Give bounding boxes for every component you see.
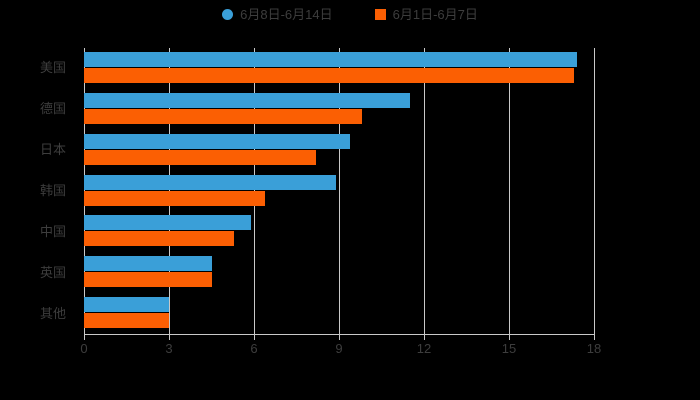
- y-axis-label-6: 其他: [39, 305, 66, 321]
- y-axis-label-2: 日本: [39, 142, 66, 158]
- y-axis-category-labels: 美国德国日本韩国中国英国其他: [0, 48, 76, 334]
- bar-2-1[interactable]: [84, 149, 317, 165]
- legend-item-0[interactable]: 6月8日-6月14日: [222, 7, 333, 22]
- bar-group-6: [84, 293, 594, 334]
- x-axis-label-1: 3: [165, 341, 173, 356]
- bar-5-0[interactable]: [84, 256, 212, 272]
- x-axis-label-6: 18: [586, 341, 602, 356]
- x-axis-line: [84, 334, 595, 335]
- x-axis-ticks: 0 3 6 9 12 15 18: [0, 335, 700, 357]
- bar-0-0[interactable]: [84, 52, 577, 67]
- y-axis-label-0: 美国: [39, 60, 66, 76]
- bar-group-1: [84, 89, 594, 130]
- bar-3-0[interactable]: [84, 174, 337, 190]
- bar-group-2: [84, 130, 594, 171]
- x-tick-15: [509, 335, 510, 340]
- x-tick-12: [424, 335, 425, 340]
- x-tick-9: [339, 335, 340, 340]
- bar-5-1[interactable]: [84, 272, 212, 288]
- bar-1-0[interactable]: [84, 92, 410, 108]
- circle-marker: [222, 9, 234, 20]
- y-axis-label-1: 德国: [39, 101, 66, 117]
- plot-area: [84, 48, 595, 334]
- x-tick-3: [169, 335, 170, 340]
- chart-legend: 6月8日-6月14日 6月1日-6月7日: [0, 8, 700, 21]
- x-axis-label-3: 9: [335, 341, 343, 356]
- bar-group-5: [84, 252, 594, 293]
- x-tick-0: [84, 335, 85, 340]
- x-axis-label-4: 12: [416, 341, 432, 356]
- x-tick-6: [254, 335, 255, 340]
- x-axis-label-0: 0: [80, 341, 88, 356]
- bar-4-1[interactable]: [84, 231, 235, 247]
- x-axis-label-5: 15: [501, 341, 517, 356]
- y-axis-label-5: 英国: [39, 264, 66, 280]
- bar-6-0[interactable]: [84, 297, 169, 313]
- bar-6-1[interactable]: [84, 313, 169, 329]
- bars-layer: [84, 48, 594, 334]
- bar-1-1[interactable]: [84, 108, 362, 124]
- bar-3-1[interactable]: [84, 190, 266, 206]
- bar-2-0[interactable]: [84, 133, 351, 149]
- bar-0-1[interactable]: [84, 68, 575, 83]
- legend-item-label: 6月1日-6月7日: [392, 7, 478, 22]
- x-axis-label-2: 6: [250, 341, 258, 356]
- x-tick-18: [594, 335, 595, 340]
- y-axis-label-3: 韩国: [39, 183, 66, 198]
- y-axis-label-4: 中国: [39, 223, 66, 239]
- legend-item-1[interactable]: 6月1日-6月7日: [374, 7, 478, 22]
- bar-group-3: [84, 171, 594, 212]
- gridline-18: [594, 48, 595, 334]
- bar-group-4: [84, 211, 594, 252]
- legend-item-label: 6月8日-6月14日: [240, 7, 333, 22]
- square-marker: [374, 9, 386, 20]
- bar-group-0: [84, 48, 594, 89]
- bar-4-0[interactable]: [84, 215, 252, 231]
